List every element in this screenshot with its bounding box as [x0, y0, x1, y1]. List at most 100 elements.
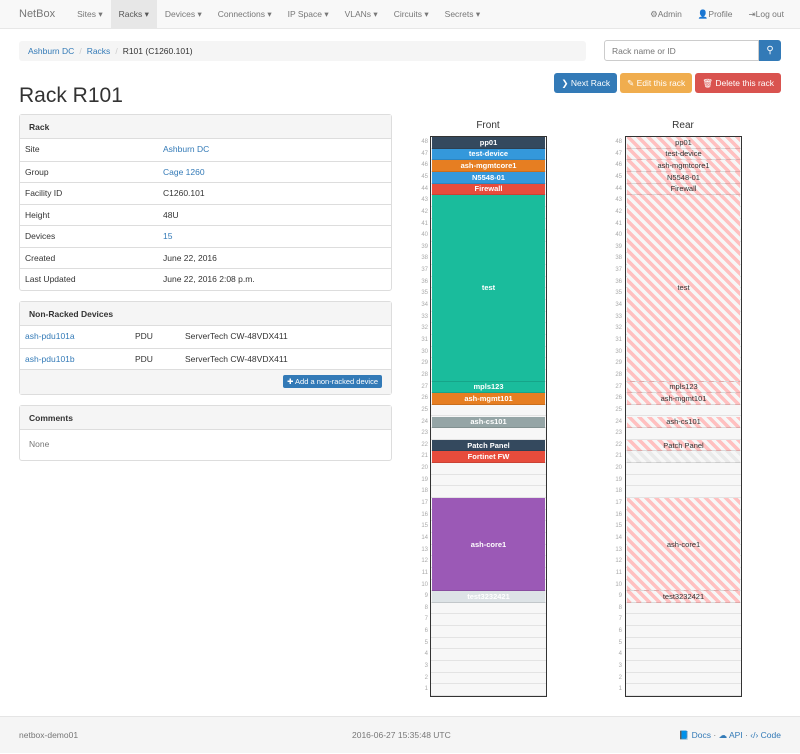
rack-unit-slot[interactable]	[626, 486, 741, 499]
rack-unit-slot[interactable]	[626, 649, 741, 662]
unit-number: 48	[615, 139, 622, 145]
rack-unit-slot[interactable]	[431, 428, 546, 440]
rack-unit-slot[interactable]	[626, 673, 741, 685]
device-link[interactable]: ash-pdu101a	[25, 331, 75, 341]
rack-device-rear[interactable]: ash-cs101	[627, 416, 740, 429]
breadcrumb-racks[interactable]: Racks	[86, 46, 111, 56]
device-name: N5548-01	[667, 172, 700, 182]
rack-device-rear[interactable]: pp01	[627, 137, 740, 149]
device-name: mpls123	[669, 382, 698, 392]
rack-device-front[interactable]: test3232421	[432, 591, 545, 603]
add-non-racked-device-button[interactable]: ✚ Add a non-racked device	[283, 375, 382, 388]
rack-unit-slot[interactable]	[626, 614, 741, 627]
attribute-value[interactable]: Cage 1260	[163, 166, 205, 177]
rack-device-rear[interactable]: test3232421	[627, 591, 740, 603]
breadcrumb-separator: /	[79, 46, 82, 56]
next-rack-button[interactable]: ❯ Next Rack	[554, 73, 618, 93]
rack-attribute-row: Devices 15	[20, 225, 391, 247]
rack-device-rear[interactable]: Firewall	[627, 183, 740, 196]
rack-device-front[interactable]: pp01	[432, 137, 545, 149]
rack-device-rear[interactable]: ash-mgmt101	[627, 393, 740, 405]
rack-unit-slot[interactable]	[431, 614, 546, 627]
unit-number: 29	[615, 360, 622, 367]
rack-device-front[interactable]: test	[432, 195, 545, 382]
rack-device-rear[interactable]: mpls123	[627, 381, 740, 394]
rack-unit-slot[interactable]	[431, 638, 546, 650]
nav-sites-menu[interactable]: Sites ▾	[77, 8, 103, 19]
rack-device-rear[interactable]	[627, 451, 740, 464]
nav-profile-link[interactable]: 👤Profile	[690, 0, 741, 29]
rack-device-front[interactable]: Fortinet FW	[432, 451, 545, 464]
rack-unit-slot[interactable]	[626, 463, 741, 475]
unit-number: 16	[421, 511, 428, 518]
rack-unit-slot[interactable]	[626, 684, 741, 696]
rack-device-rear[interactable]: test	[627, 195, 740, 382]
nav-devices-menu[interactable]: Devices ▾	[164, 8, 202, 19]
device-link[interactable]: ash-pdu101b	[25, 353, 75, 364]
rack-unit-slot[interactable]	[431, 626, 546, 638]
rack-device-front[interactable]: ash-mgmt101	[432, 393, 545, 405]
rack-device-front[interactable]: Firewall	[432, 183, 545, 196]
attribute-value[interactable]: 15	[163, 231, 173, 241]
rack-unit-slot[interactable]	[431, 603, 546, 615]
rack-unit-slot[interactable]	[431, 463, 546, 475]
rack-unit-slot[interactable]	[626, 638, 741, 650]
rack-device-rear[interactable]: Patch Panel	[627, 439, 740, 452]
rack-device-rear[interactable]: ash-mgmtcore1	[627, 160, 740, 172]
brand-link[interactable]: NetBox	[19, 8, 56, 20]
user-icon: 👤	[697, 8, 709, 19]
rack-rear: pp01 test-device ash-mgmtcore1 N5548-01 Fire…	[625, 136, 742, 697]
rack-device-front[interactable]: ash-core1	[432, 498, 545, 592]
rack-unit-slot[interactable]	[626, 603, 741, 615]
unit-number: 19	[615, 476, 622, 483]
rack-unit-slot[interactable]	[431, 475, 546, 487]
nav-secrets-menu[interactable]: Secrets ▾	[444, 8, 481, 19]
rack-device-front[interactable]: mpls123	[432, 381, 545, 394]
rack-search: ⚲	[604, 40, 781, 61]
rack-unit-slot[interactable]	[431, 486, 546, 499]
rack-unit-slot[interactable]	[431, 684, 546, 696]
rack-device-rear[interactable]: test-device	[627, 148, 740, 161]
rack-attribute-row: Created June 22, 2016	[20, 246, 391, 269]
unit-number: 9	[424, 593, 428, 600]
rack-device-rear[interactable]: N5548-01	[627, 171, 740, 184]
rack-device-front[interactable]: Patch Panel	[432, 439, 545, 452]
nav-circuits-menu[interactable]: Circuits ▾	[393, 8, 429, 19]
delete-rack-button[interactable]: 🗑 Delete this rack	[695, 73, 781, 93]
rack-unit-slot[interactable]	[626, 626, 741, 638]
rack-unit-slot[interactable]	[431, 661, 546, 673]
rack-unit-slot[interactable]	[626, 405, 741, 417]
rack-attribute-row: Facility ID C1260.101	[20, 182, 391, 204]
edit-rack-button[interactable]: ✎ Edit this rack	[620, 73, 693, 93]
rack-device-front[interactable]: ash-mgmtcore1	[432, 160, 545, 172]
unit-number: 38	[421, 255, 428, 262]
nav-vlans-menu[interactable]: VLANs ▾	[344, 8, 378, 19]
rack-unit-slot[interactable]	[431, 673, 546, 685]
rack-unit-slot[interactable]	[626, 428, 741, 440]
breadcrumb-site[interactable]: Ashburn DC	[28, 46, 75, 56]
footer-api-link[interactable]: ☁ API	[719, 730, 743, 740]
attribute-value[interactable]: Ashburn DC	[163, 144, 210, 154]
nav-racks-menu[interactable]: Racks ▾	[110, 0, 157, 29]
nav-admin-link[interactable]: ⚙Admin	[642, 0, 690, 29]
rack-device-front[interactable]: test-device	[432, 148, 545, 161]
search-input[interactable]	[604, 40, 759, 61]
rack-device-front[interactable]: N5548-01	[432, 171, 545, 184]
nav-ip-menu[interactable]: IP Space ▾	[287, 8, 329, 19]
attribute-label: Devices	[25, 231, 56, 241]
unit-number: 17	[615, 500, 622, 507]
nav-connections-menu[interactable]: Connections ▾	[217, 8, 272, 19]
rack-device-front[interactable]: ash-cs101	[432, 416, 545, 429]
unit-number: 14	[421, 534, 428, 541]
footer-docs-link[interactable]: 📘 Docs	[679, 730, 711, 740]
rack-unit-slot[interactable]	[431, 649, 546, 662]
nav-link-label: Log out	[755, 8, 784, 19]
rack-unit-slot[interactable]	[626, 475, 741, 487]
rack-unit-slot[interactable]	[626, 661, 741, 673]
footer-code-link[interactable]: ‹/› Code	[750, 730, 781, 740]
rack-device-rear[interactable]: ash-core1	[627, 498, 740, 592]
search-button[interactable]: ⚲	[759, 40, 781, 61]
rack-unit-slot[interactable]	[431, 405, 546, 417]
nav-log-out-link[interactable]: ⇥Log out	[741, 0, 793, 29]
unit-number: 13	[421, 546, 428, 553]
